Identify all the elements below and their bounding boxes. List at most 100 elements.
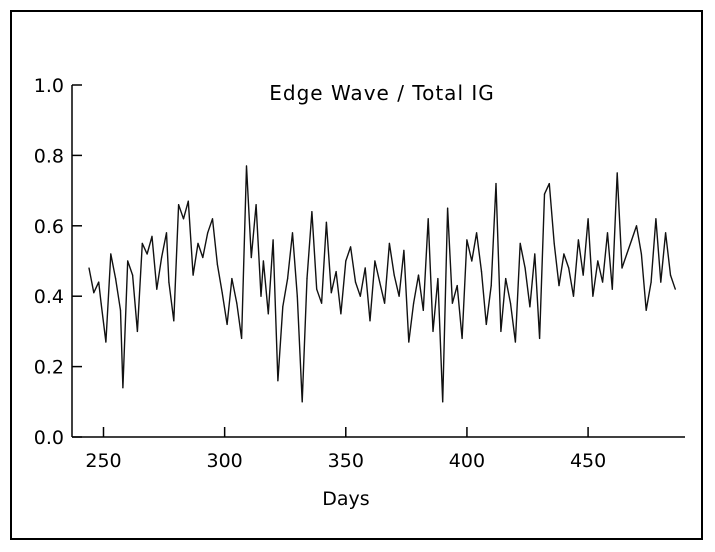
data-point bbox=[335, 271, 337, 273]
data-point bbox=[626, 253, 628, 255]
data-point bbox=[374, 260, 376, 262]
data-point bbox=[262, 260, 264, 262]
data-point bbox=[221, 292, 223, 294]
data-point bbox=[563, 253, 565, 255]
data-point bbox=[226, 323, 228, 325]
data-point bbox=[141, 242, 143, 244]
data-point bbox=[267, 313, 269, 315]
data-point bbox=[500, 330, 502, 332]
axes bbox=[71, 85, 685, 438]
data-point bbox=[432, 330, 434, 332]
data-point bbox=[260, 295, 262, 297]
data-point bbox=[413, 302, 415, 304]
data-point bbox=[245, 165, 248, 167]
data-point bbox=[98, 281, 100, 283]
y-tick-label: 0.2 bbox=[34, 357, 64, 379]
data-point bbox=[388, 242, 390, 244]
y-tick-label: 0.4 bbox=[34, 286, 64, 308]
data-point bbox=[519, 242, 521, 244]
data-point bbox=[379, 281, 381, 283]
data-point bbox=[354, 281, 357, 283]
data-point bbox=[105, 341, 107, 343]
data-point bbox=[539, 337, 541, 339]
data-point bbox=[88, 267, 90, 269]
data-point bbox=[437, 278, 439, 280]
data-point bbox=[127, 260, 129, 262]
data-point bbox=[650, 281, 652, 283]
data-point bbox=[543, 193, 546, 195]
data-point bbox=[471, 260, 473, 262]
data-point bbox=[156, 288, 158, 290]
data-point bbox=[364, 267, 366, 269]
data-point bbox=[597, 260, 599, 262]
chart-title: Edge Wave / Total IG bbox=[269, 81, 495, 105]
chart-frame bbox=[10, 10, 703, 540]
data-point bbox=[231, 278, 233, 280]
data-point bbox=[422, 309, 424, 311]
data-point bbox=[100, 302, 102, 304]
data-point bbox=[466, 239, 468, 241]
data-point bbox=[456, 285, 458, 287]
y-tick-label: 1.0 bbox=[34, 75, 64, 97]
data-point bbox=[161, 256, 163, 259]
data-point bbox=[529, 306, 531, 308]
data-point bbox=[115, 278, 117, 280]
data-point bbox=[250, 256, 252, 259]
data-point bbox=[325, 221, 327, 223]
x-tick-label: 250 bbox=[85, 450, 121, 472]
data-point bbox=[408, 341, 410, 343]
data-point bbox=[427, 218, 429, 220]
data-point bbox=[461, 337, 463, 339]
data-point bbox=[548, 183, 550, 185]
data-point bbox=[577, 239, 580, 241]
data-point bbox=[572, 295, 575, 297]
data-point bbox=[321, 302, 323, 304]
data-point bbox=[272, 239, 274, 241]
data-point bbox=[393, 274, 395, 276]
data-point bbox=[524, 267, 526, 269]
data-point bbox=[602, 281, 604, 283]
data-point bbox=[447, 207, 449, 209]
data-point bbox=[451, 302, 453, 304]
data-point bbox=[403, 249, 405, 251]
data-point bbox=[110, 253, 112, 255]
data-point bbox=[165, 232, 168, 234]
data-point bbox=[241, 337, 243, 339]
data-point bbox=[514, 341, 517, 343]
data-point bbox=[505, 278, 507, 280]
data-point bbox=[350, 246, 352, 248]
data-point bbox=[136, 330, 138, 332]
y-tick-label: 0.8 bbox=[34, 145, 64, 167]
y-tick-label: 0.0 bbox=[34, 427, 64, 449]
data-point bbox=[168, 281, 170, 283]
data-point bbox=[216, 263, 218, 266]
data-point bbox=[442, 401, 444, 403]
data-point bbox=[655, 218, 657, 220]
data-point bbox=[369, 320, 371, 322]
data-point bbox=[311, 211, 313, 213]
y-tick-label: 0.6 bbox=[34, 216, 64, 238]
data-point bbox=[178, 204, 180, 206]
data-point bbox=[509, 302, 512, 304]
data-point bbox=[660, 281, 662, 283]
data-point bbox=[330, 292, 332, 294]
x-tick-label: 350 bbox=[328, 450, 364, 472]
axis-ticks: 0.0 0.2 0.4 0.6 0.8 1.0 250 300 350 400 450 bbox=[34, 75, 606, 472]
data-point bbox=[192, 274, 194, 276]
data-point bbox=[119, 309, 122, 311]
data-point bbox=[277, 380, 279, 382]
data-point bbox=[553, 242, 555, 244]
data-point bbox=[645, 309, 647, 311]
data-point bbox=[173, 320, 175, 322]
data-point bbox=[640, 253, 643, 255]
data-point bbox=[146, 253, 148, 255]
data-point bbox=[291, 232, 294, 234]
data-point bbox=[606, 232, 609, 234]
data-point bbox=[485, 323, 487, 325]
data-point bbox=[306, 278, 308, 280]
data-point bbox=[592, 295, 594, 297]
data-point bbox=[122, 387, 124, 389]
x-axis-title: Days bbox=[322, 488, 369, 510]
data-point bbox=[665, 232, 667, 234]
data-point bbox=[197, 242, 199, 244]
